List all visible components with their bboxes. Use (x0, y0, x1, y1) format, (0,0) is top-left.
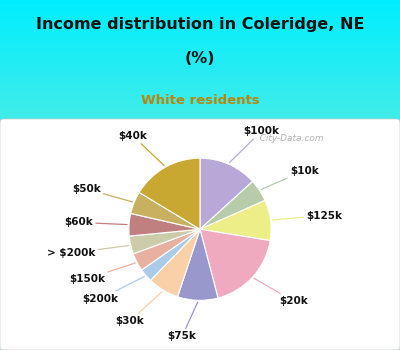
Wedge shape (142, 229, 200, 280)
Text: $150k: $150k (69, 263, 135, 284)
Wedge shape (150, 229, 200, 297)
Text: $10k: $10k (261, 166, 318, 189)
Wedge shape (133, 229, 200, 270)
Wedge shape (200, 181, 265, 229)
Wedge shape (131, 193, 200, 229)
Text: $30k: $30k (116, 292, 162, 326)
Wedge shape (200, 229, 270, 298)
Text: $125k: $125k (272, 211, 342, 220)
Text: $200k: $200k (82, 276, 144, 304)
Text: $40k: $40k (118, 131, 164, 166)
Text: (%): (%) (185, 51, 215, 66)
Text: White residents: White residents (141, 94, 259, 107)
Text: City-Data.com: City-Data.com (251, 134, 324, 143)
Text: $100k: $100k (230, 126, 279, 162)
Text: $60k: $60k (64, 217, 127, 228)
Text: Income distribution in Coleridge, NE: Income distribution in Coleridge, NE (36, 17, 364, 32)
Wedge shape (139, 158, 200, 229)
Wedge shape (129, 214, 200, 236)
Wedge shape (200, 201, 271, 240)
Text: $50k: $50k (72, 184, 132, 202)
Wedge shape (178, 229, 218, 300)
Wedge shape (129, 229, 200, 254)
Text: $20k: $20k (254, 278, 308, 306)
Text: > $200k: > $200k (47, 245, 129, 258)
Wedge shape (200, 158, 253, 229)
Text: $75k: $75k (168, 302, 198, 341)
